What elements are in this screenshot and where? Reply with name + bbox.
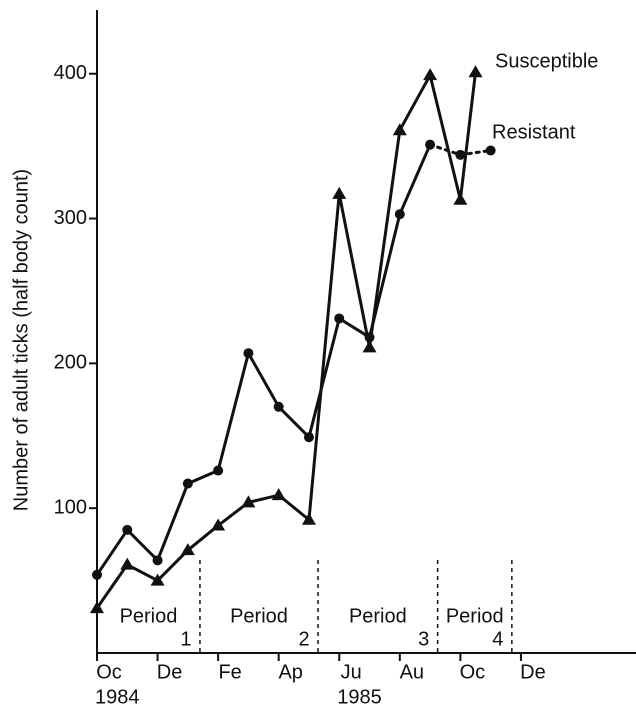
- x-tick-label: Au: [400, 661, 424, 683]
- marker: [241, 495, 256, 508]
- x-tick-label: De: [520, 661, 546, 683]
- x-tick-label: Ap: [278, 661, 302, 683]
- marker: [468, 65, 483, 78]
- x-tick-label: Ju: [341, 661, 362, 683]
- marker: [182, 478, 193, 489]
- period-number: 4: [492, 628, 503, 650]
- x-tick-label: Oc: [460, 661, 486, 683]
- marker: [364, 332, 375, 343]
- period-number: 1: [180, 628, 191, 650]
- marker: [271, 488, 286, 501]
- y-tick-label: 400: [54, 62, 87, 84]
- marker: [152, 555, 163, 566]
- marker: [332, 186, 347, 199]
- marker: [180, 543, 195, 556]
- y-axis-label: Number of adult ticks (half body count): [10, 169, 32, 511]
- marker: [273, 401, 284, 412]
- period-label: Period: [230, 605, 288, 627]
- marker: [334, 313, 345, 324]
- x-tick-label: Oc: [96, 661, 122, 683]
- marker: [362, 340, 377, 353]
- x-tick-label: De: [157, 661, 183, 683]
- series-label: Susceptible: [495, 50, 598, 72]
- marker: [394, 209, 405, 220]
- marker: [150, 573, 165, 586]
- marker: [392, 123, 407, 136]
- marker: [423, 68, 438, 81]
- period-label: Period: [446, 605, 504, 627]
- period-number: 2: [298, 628, 309, 650]
- period-number: 3: [418, 628, 429, 650]
- year-label: 1984: [95, 686, 140, 708]
- marker: [453, 192, 468, 205]
- marker: [303, 432, 314, 443]
- period-label: Period: [120, 605, 178, 627]
- marker: [485, 145, 496, 156]
- period-label: Period: [349, 605, 407, 627]
- marker: [243, 348, 254, 359]
- series-line: [95, 144, 432, 576]
- marker: [301, 512, 316, 525]
- series-label: Resistant: [492, 121, 576, 143]
- marker: [92, 569, 102, 580]
- y-tick-label: 300: [54, 207, 87, 229]
- marker: [425, 139, 436, 150]
- marker: [211, 518, 226, 531]
- marker: [213, 465, 224, 476]
- year-label: 1985: [337, 686, 382, 708]
- y-tick-label: 200: [54, 352, 87, 374]
- series-line: [95, 72, 478, 609]
- marker: [122, 524, 133, 535]
- x-tick-label: Fe: [218, 661, 241, 683]
- y-tick-label: 100: [54, 496, 87, 518]
- marker: [120, 557, 135, 570]
- marker: [90, 601, 104, 614]
- marker: [455, 149, 466, 160]
